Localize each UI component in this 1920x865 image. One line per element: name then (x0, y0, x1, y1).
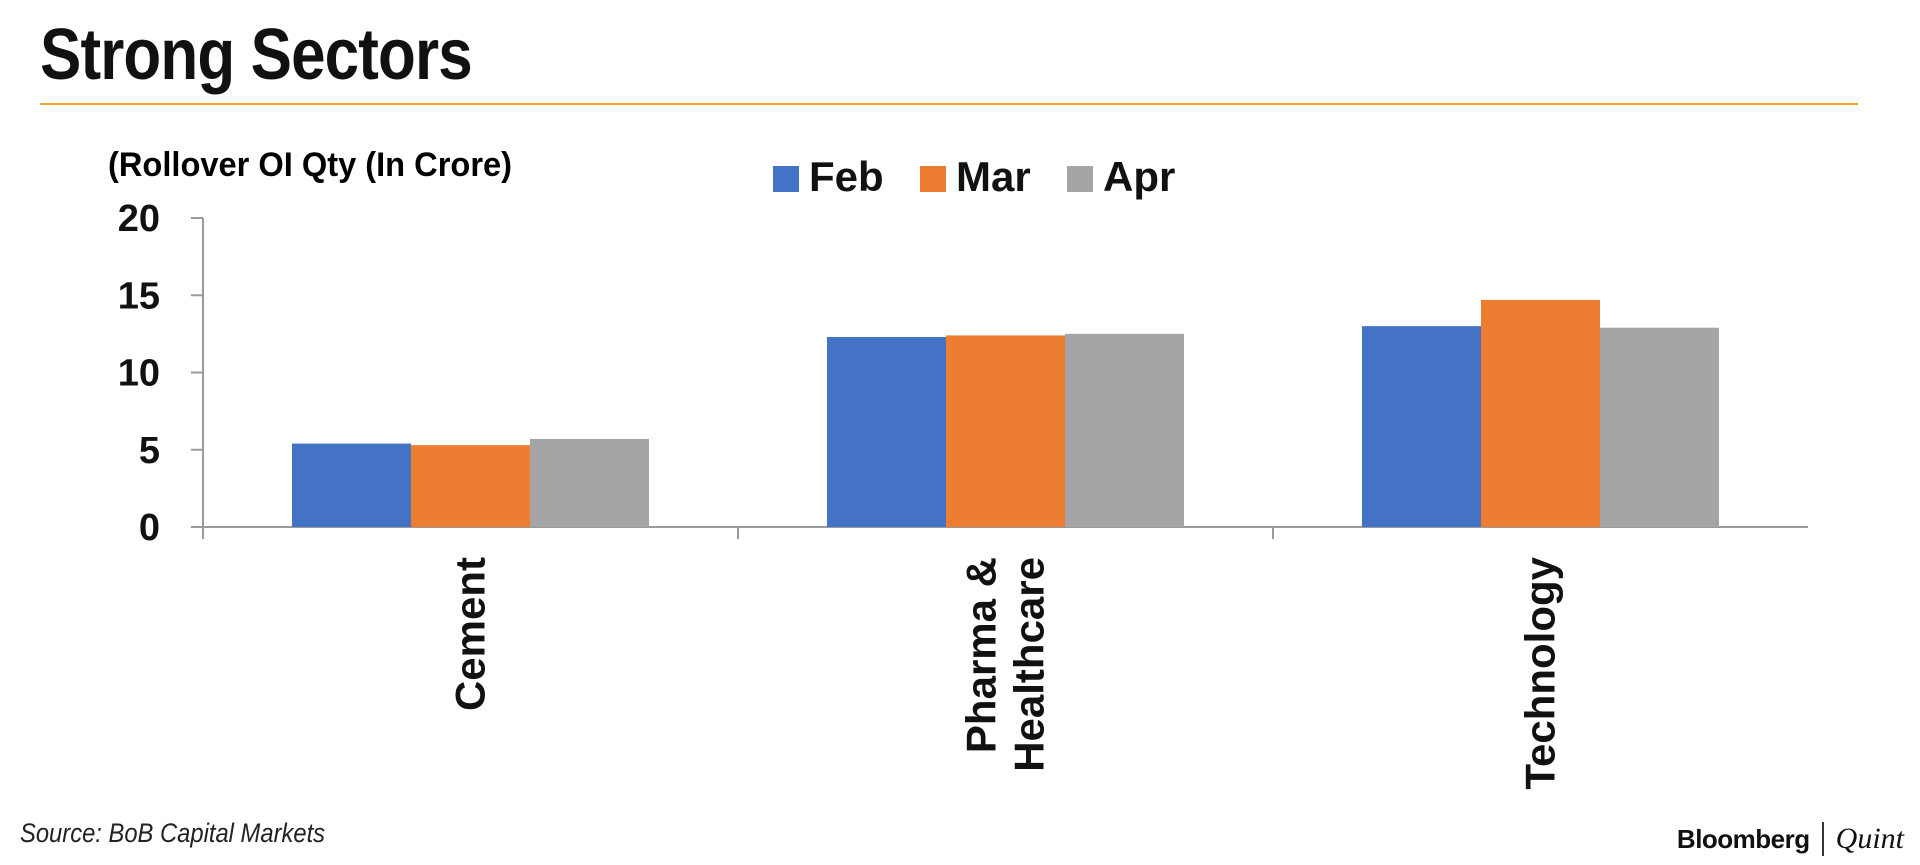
bar-series (292, 299, 1719, 527)
bar-mar-technology (1481, 299, 1600, 527)
publisher-logo: Bloomberg Quint (1677, 822, 1904, 856)
y-tick-label: 10 (118, 353, 160, 395)
x-tick-label: Pharma & Healthcare (958, 557, 1053, 772)
bar-mar-cement (411, 445, 530, 527)
brand-name: Bloomberg (1676, 823, 1810, 854)
y-tick-label: 15 (118, 275, 160, 317)
legend-label: Feb (809, 153, 884, 200)
brand-separator (1821, 822, 1824, 856)
legend-swatch (1067, 166, 1093, 192)
bar-apr-healthcare (1065, 333, 1184, 527)
x-tick-label: Cement (447, 557, 494, 711)
bar-apr-technology (1600, 327, 1719, 527)
x-tick-label-line: Cement (447, 557, 494, 711)
chart-legend: Feb Mar Apr (773, 153, 1175, 200)
legend-swatch (773, 166, 799, 192)
y-tick-label: 5 (139, 430, 160, 472)
legend-label: Apr (1103, 153, 1175, 200)
brand-subname: Quint (1835, 822, 1904, 855)
x-tick-label-line: Technology (1517, 556, 1564, 789)
bar-feb-healthcare (827, 336, 946, 527)
bar-mar-healthcare (946, 335, 1065, 527)
bar-feb-cement (292, 443, 411, 527)
legend-swatch (920, 166, 946, 192)
y-tick-label: 20 (118, 198, 160, 240)
x-tick-label-line: Pharma & (958, 557, 1005, 753)
bar-apr-cement (530, 438, 649, 527)
x-tick-label-line: Healthcare (1006, 557, 1053, 772)
x-tick-label: Technology (1517, 556, 1564, 789)
chart-title: Strong Sectors (40, 15, 473, 95)
title-divider (40, 103, 1858, 105)
y-axis-label: (Rollover OI Qty (In Crore) (108, 146, 512, 184)
legend-label: Mar (956, 153, 1031, 200)
y-tick-label: 0 (139, 507, 160, 549)
bar-feb-technology (1362, 326, 1481, 527)
x-axis-labels: Cement Pharma & Healthcare Technology (447, 556, 1564, 789)
source-note: Source: BoB Capital Markets (20, 818, 326, 848)
